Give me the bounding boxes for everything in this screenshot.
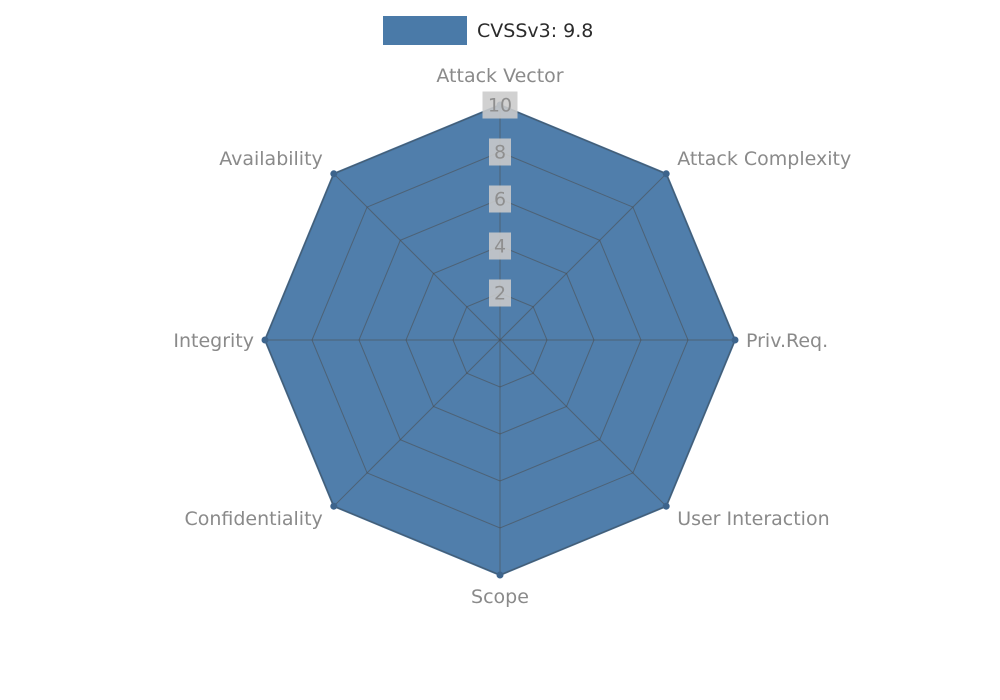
tick-label-box [489, 185, 511, 213]
tick-label-box [482, 91, 518, 119]
tick-label: 10 [488, 95, 512, 117]
legend-label: CVSSv3: 9.8 [477, 19, 594, 42]
tick-label: 2 [494, 283, 506, 305]
radar-spoke [499, 173, 667, 341]
radar-series-marker [496, 571, 504, 579]
axis-label: Confidentiality [184, 508, 322, 530]
tick-label: 6 [494, 189, 506, 211]
radar-series-marker [662, 170, 670, 178]
tick-label-box [489, 232, 511, 260]
radar-spoke [499, 339, 667, 507]
radar-series-marker [330, 170, 338, 178]
axis-label: Attack Complexity [677, 148, 851, 170]
legend: CVSSv3: 9.8 [383, 16, 593, 45]
radar-spoke [333, 173, 501, 341]
tick-label-box [489, 138, 511, 166]
axis-label: Scope [471, 586, 529, 608]
axis-label: Attack Vector [436, 65, 563, 87]
axis-label: Availability [219, 148, 323, 170]
radar-series-marker [662, 502, 670, 510]
radar-series-marker [330, 502, 338, 510]
tick-label: 4 [494, 236, 506, 258]
axis-label: Integrity [173, 330, 254, 352]
legend-swatch [383, 16, 467, 45]
radar-series-marker [261, 336, 269, 344]
axis-label: User Interaction [677, 508, 829, 530]
tick-label-box [489, 279, 511, 307]
tick-label: 8 [494, 142, 506, 164]
radar-series-marker [731, 336, 739, 344]
radar-spoke [333, 339, 501, 507]
axis-label: Priv.Req. [746, 330, 828, 352]
